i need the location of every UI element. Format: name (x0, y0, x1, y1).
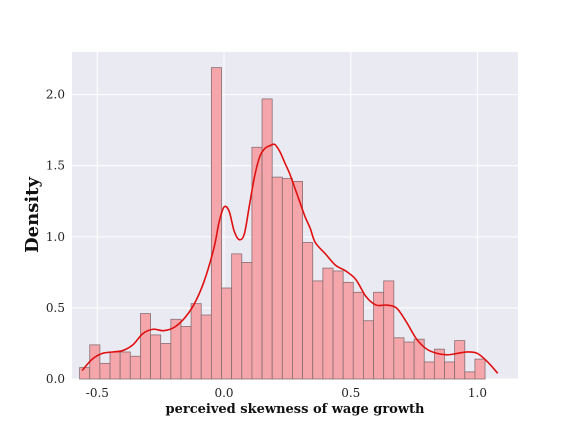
histogram-bar (383, 280, 395, 380)
y-axis-label: Density (22, 177, 43, 253)
histogram-bar (454, 340, 466, 380)
histogram-bar (413, 338, 425, 380)
histogram-bar (292, 180, 304, 380)
y-tick-label: 0.5 (46, 301, 65, 315)
histogram-bar (241, 262, 253, 380)
histogram-bar (210, 67, 222, 380)
x-axis-label: perceived skewness of wage growth (166, 402, 426, 417)
histogram-bar (119, 351, 131, 380)
kde-curve (81, 143, 499, 374)
histogram-bar (403, 341, 415, 380)
histogram-bar (474, 358, 486, 380)
histogram-bar (271, 176, 283, 380)
x-tick-label: -0.5 (86, 386, 109, 400)
histogram-bar (129, 355, 141, 380)
histogram-bar (393, 337, 405, 380)
histogram-bar (221, 287, 233, 380)
y-tick-label: 2.0 (46, 88, 65, 102)
histogram-bar (332, 270, 344, 380)
histogram-bar (464, 371, 476, 380)
histogram-bar (109, 351, 121, 380)
x-tick-label: 1.0 (468, 386, 487, 400)
histogram-bar (190, 303, 202, 380)
histogram-bars (79, 67, 486, 380)
histogram-bar (200, 314, 212, 380)
y-tick-label: 1.0 (46, 230, 65, 244)
x-axis-ticks: -0.5 0.0 0.5 1.0 (86, 386, 487, 400)
histogram-bar (160, 343, 172, 380)
histogram-bar (312, 280, 324, 380)
histogram-bar (180, 325, 192, 380)
histogram-bar (281, 178, 293, 380)
histogram-bar (89, 344, 101, 380)
y-axis-ticks: 0.0 0.5 1.0 1.5 2.0 (46, 88, 65, 386)
histogram-bar (444, 361, 456, 380)
histogram-bar (423, 361, 435, 380)
histogram-bar (342, 281, 354, 380)
histogram-bar (322, 267, 334, 380)
histogram-bar (140, 313, 151, 380)
histogram-bar (261, 98, 273, 380)
x-tick-label: 0.5 (341, 386, 360, 400)
y-tick-label: 1.5 (46, 159, 65, 173)
histogram-bar (363, 320, 374, 380)
histogram-bar (79, 367, 91, 380)
histogram-bar (302, 242, 314, 380)
histogram-bar (231, 253, 243, 380)
histogram-bar (99, 362, 111, 380)
histogram-bar (150, 334, 162, 380)
y-tick-label: 0.0 (46, 372, 65, 386)
histogram-bar (352, 291, 364, 380)
x-tick-label: 0.0 (214, 386, 233, 400)
